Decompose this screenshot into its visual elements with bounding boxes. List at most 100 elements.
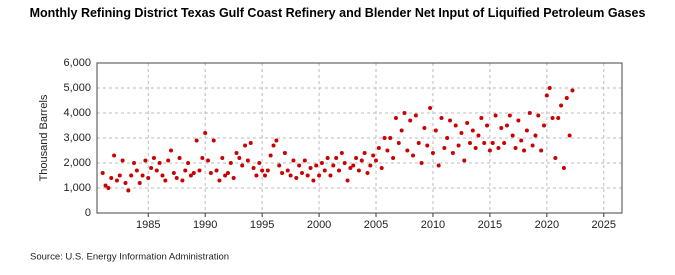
point: [513, 146, 518, 150]
point: [465, 121, 470, 125]
point: [137, 181, 142, 185]
point: [265, 168, 270, 173]
point: [516, 118, 521, 123]
point: [331, 163, 336, 168]
point: [334, 156, 339, 160]
point: [245, 158, 250, 163]
point: [559, 103, 564, 108]
x-tick-label: 1990: [193, 219, 217, 231]
point: [479, 116, 484, 120]
point: [496, 146, 501, 150]
point: [299, 171, 304, 175]
point: [200, 156, 205, 160]
point: [459, 131, 464, 135]
point: [416, 141, 421, 145]
point: [544, 93, 549, 98]
point: [490, 141, 495, 145]
point: [217, 178, 222, 183]
point: [203, 131, 208, 135]
point: [231, 176, 236, 180]
point: [163, 178, 168, 183]
x-tick-label: 2000: [307, 219, 331, 231]
point: [322, 168, 327, 173]
point: [385, 148, 390, 153]
point: [288, 173, 293, 178]
point: [519, 138, 524, 143]
point: [342, 161, 347, 165]
point: [439, 116, 444, 120]
point: [456, 143, 461, 148]
y-tick-label: 6,000: [63, 57, 91, 69]
point: [225, 171, 230, 175]
point: [206, 158, 211, 163]
point: [143, 158, 148, 163]
point: [188, 173, 193, 178]
point: [547, 86, 552, 90]
point: [388, 136, 393, 140]
point: [536, 113, 541, 118]
point: [285, 168, 290, 173]
x-tick-label: 2005: [364, 219, 388, 231]
point: [362, 151, 367, 155]
point: [493, 113, 498, 118]
point: [442, 146, 447, 150]
y-tick-label: 0: [85, 207, 91, 219]
point: [351, 163, 356, 168]
point: [473, 146, 478, 150]
point: [191, 171, 196, 175]
point: [308, 166, 313, 170]
point: [169, 148, 174, 153]
point: [430, 151, 435, 155]
point: [254, 173, 259, 178]
point: [396, 141, 401, 145]
point: [485, 123, 490, 128]
point: [448, 118, 453, 123]
y-tick-label: 4,000: [63, 107, 91, 119]
point: [530, 143, 535, 148]
point: [445, 136, 450, 140]
point: [405, 148, 410, 153]
point: [391, 156, 396, 160]
point: [328, 173, 333, 178]
point: [277, 163, 282, 168]
y-tick-label: 3,000: [63, 132, 91, 144]
point: [186, 161, 191, 165]
point: [325, 156, 330, 160]
point: [510, 133, 515, 138]
x-tick-label: 1985: [136, 219, 160, 231]
point: [294, 176, 299, 180]
point: [251, 166, 256, 170]
point: [166, 158, 171, 163]
source-note: Source: U.S. Energy Information Administ…: [30, 252, 229, 263]
point: [371, 153, 376, 158]
point: [194, 138, 199, 143]
point: [556, 116, 561, 120]
point: [482, 141, 487, 145]
point: [425, 143, 430, 148]
point: [311, 178, 316, 183]
point: [499, 126, 504, 130]
point: [567, 133, 572, 138]
point: [140, 173, 145, 178]
point: [393, 116, 398, 120]
point: [402, 111, 407, 115]
point: [561, 166, 566, 170]
point: [248, 141, 253, 145]
y-axis-label: Thousand Barrels: [38, 94, 50, 181]
point: [539, 148, 544, 153]
point: [274, 138, 279, 143]
point: [502, 141, 507, 145]
point: [422, 126, 427, 130]
point: [337, 168, 342, 173]
point: [317, 173, 322, 178]
point: [171, 171, 176, 175]
point: [339, 151, 344, 155]
point: [117, 173, 122, 178]
point: [220, 156, 225, 160]
plot-frame: [96, 62, 623, 214]
x-tick-label: 2025: [592, 219, 616, 231]
point: [106, 186, 111, 190]
point: [151, 156, 156, 160]
